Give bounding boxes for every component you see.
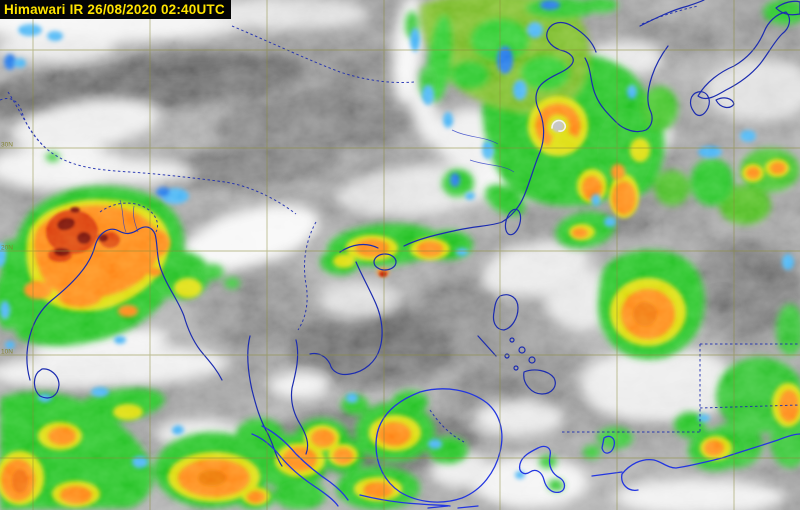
timestamp-label: Himawari IR 26/08/2020 02:40UTC — [0, 0, 231, 19]
river-layer — [119, 129, 515, 233]
graticule-label-30n: 30N — [1, 142, 13, 149]
border-layer — [0, 5, 800, 443]
graticule-labels: 30N 20N 10N — [1, 142, 13, 356]
coastline-layer — [26, 0, 800, 467]
graticule-label-10n: 10N — [1, 349, 13, 356]
graticule-label-20n: 20N — [1, 245, 13, 252]
